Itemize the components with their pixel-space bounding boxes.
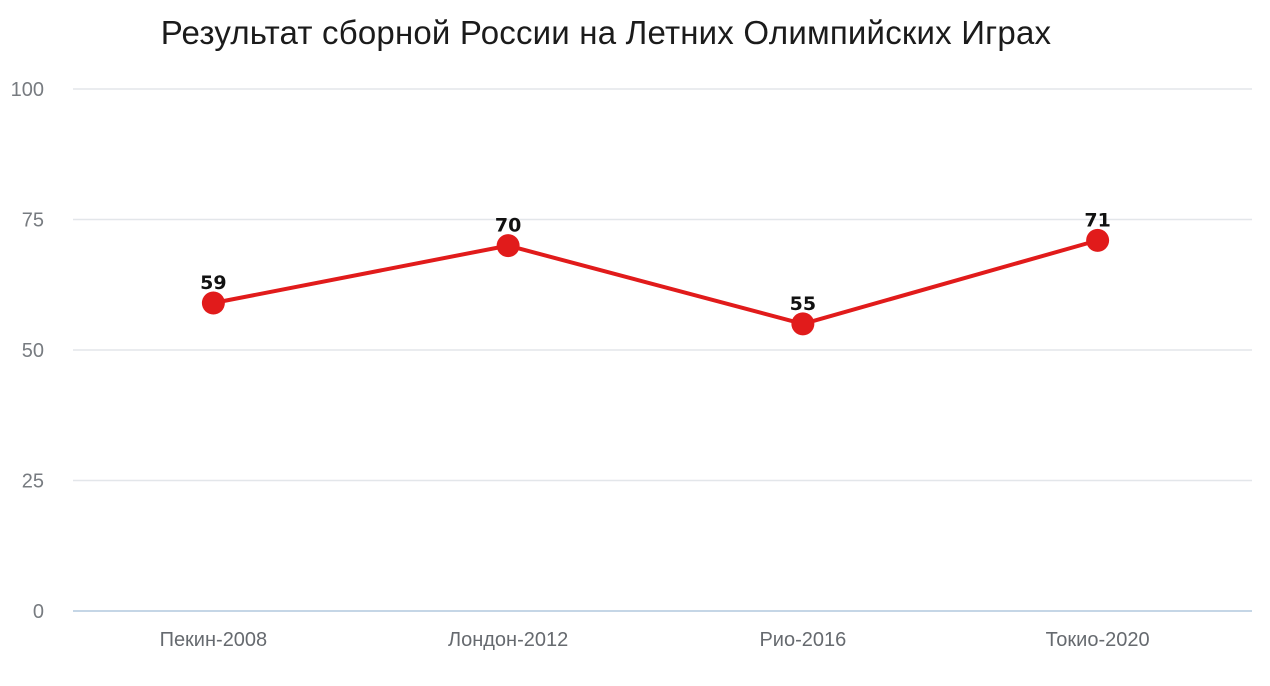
y-tick-label: 25: [22, 471, 44, 493]
y-tick-label: 75: [22, 210, 44, 232]
y-tick-label: 0: [33, 601, 44, 623]
x-tick-label: Рио-2016: [759, 629, 846, 651]
y-tick-label: 50: [22, 340, 44, 362]
data-points: [201, 228, 1110, 336]
series-line: [212, 238, 1099, 326]
data-point: [201, 291, 225, 315]
data-label: 55: [790, 293, 816, 315]
data-label: 59: [200, 272, 226, 294]
gridlines: [73, 88, 1252, 612]
y-tick-label: 100: [11, 79, 44, 101]
x-tick-label: Пекин-2008: [160, 629, 268, 651]
chart-title: Результат сборной России на Летних Олимп…: [160, 14, 1052, 51]
y-axis-tick-labels: 0 25 50 75 100: [11, 79, 44, 623]
data-point: [1086, 228, 1110, 252]
x-tick-label: Лондон-2012: [448, 629, 568, 651]
data-label: 70: [495, 215, 521, 237]
data-point: [496, 234, 520, 258]
x-axis-tick-labels: Пекин-2008 Лондон-2012 Рио-2016 Токио-2020: [160, 629, 1150, 651]
data-labels: 59 70 55 71: [200, 209, 1111, 315]
data-label: 71: [1084, 209, 1110, 231]
series-line-path: [212, 238, 1099, 326]
x-tick-label: Токио-2020: [1046, 629, 1150, 651]
data-point: [791, 312, 815, 336]
